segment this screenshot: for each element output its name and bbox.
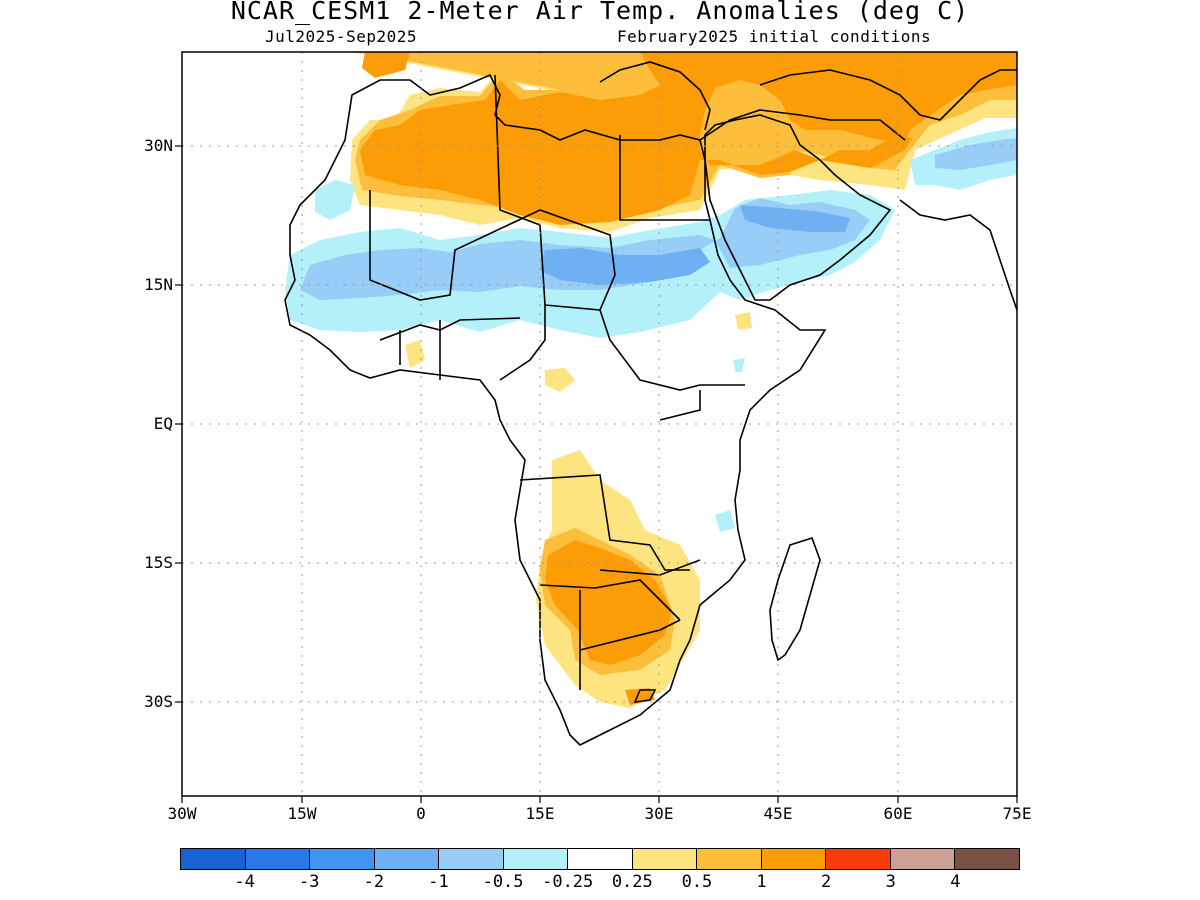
lon-label-15w: 15W [287,804,317,823]
map-area [182,52,1017,796]
lon-label-75e: 75E [1002,804,1032,823]
colorbar-label: 0.25 [611,872,653,892]
colorbar-label: 3 [885,872,896,892]
cool-region-strong [540,205,850,285]
colorbar-box [632,849,698,869]
lat-label-eq: EQ [153,414,173,433]
colorbar [180,848,1020,870]
colorbar-label: -0.25 [542,872,594,892]
colorbar-box [568,849,633,869]
colorbar-box [955,849,1019,869]
colorbar-label: -4 [234,872,255,892]
colorbar-box [761,849,827,869]
colorbar-box [439,849,504,869]
lon-label-30w: 30W [167,804,197,823]
colorbar-box [245,849,311,869]
lon-label-60e: 60E [883,804,913,823]
colorbar-label: 2 [821,872,832,892]
initial-conditions: February2025 initial conditions [617,27,932,46]
axis-ticks [175,145,1018,803]
valid-period: Jul2025-Sep2025 [265,27,417,46]
lat-label-30n: 30N [144,136,173,155]
colorbar-box [826,849,891,869]
colorbar-box [374,849,440,869]
colorbar-box [310,849,375,869]
lat-label-15n: 15N [144,275,173,294]
lat-label-15s: 15S [144,553,173,572]
colorbar-label: -2 [363,872,385,892]
lon-label-45e: 45E [763,804,793,823]
lat-label-30s: 30S [144,692,173,711]
lon-label-30e: 30E [644,804,674,823]
colorbar-label: 0.5 [681,872,713,892]
coastlines-borders [284,61,1017,746]
lon-label-0: 0 [416,804,426,823]
colorbar-box [890,849,956,869]
colorbar-label: -3 [298,872,320,892]
warm-region-strong [360,52,1017,705]
colorbar-label: -1 [428,872,449,892]
colorbar-label: -0.5 [482,872,524,892]
colorbar-label: 4 [950,872,961,892]
colorbar-box [181,849,246,869]
colorbar-label: 1 [756,872,767,892]
colorbar-box [697,849,762,869]
lon-label-15e: 15E [525,804,555,823]
map-title: NCAR_CESM1 2-Meter Air Temp. Anomalies (… [230,0,970,25]
colorbar-box [503,849,569,869]
